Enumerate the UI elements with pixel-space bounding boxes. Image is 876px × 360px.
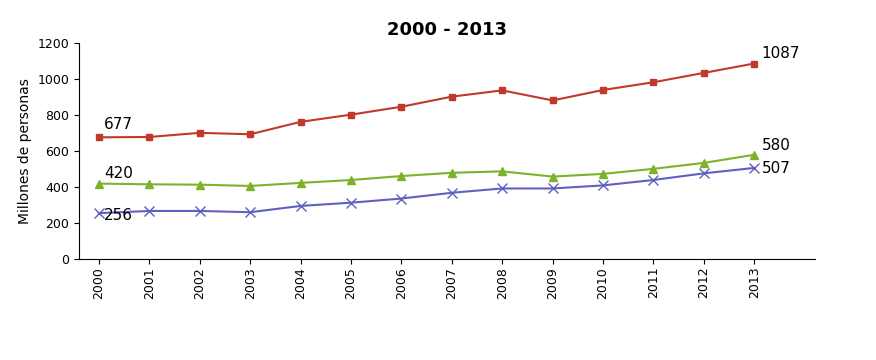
Text: 1087: 1087 <box>762 46 801 61</box>
Title: 2000 - 2013: 2000 - 2013 <box>387 21 506 39</box>
Text: 677: 677 <box>104 117 133 132</box>
Text: 507: 507 <box>762 161 791 176</box>
Text: 580: 580 <box>762 138 791 153</box>
Y-axis label: Millones de personas: Millones de personas <box>18 78 32 224</box>
Text: 420: 420 <box>104 166 133 181</box>
Text: 256: 256 <box>104 208 133 223</box>
